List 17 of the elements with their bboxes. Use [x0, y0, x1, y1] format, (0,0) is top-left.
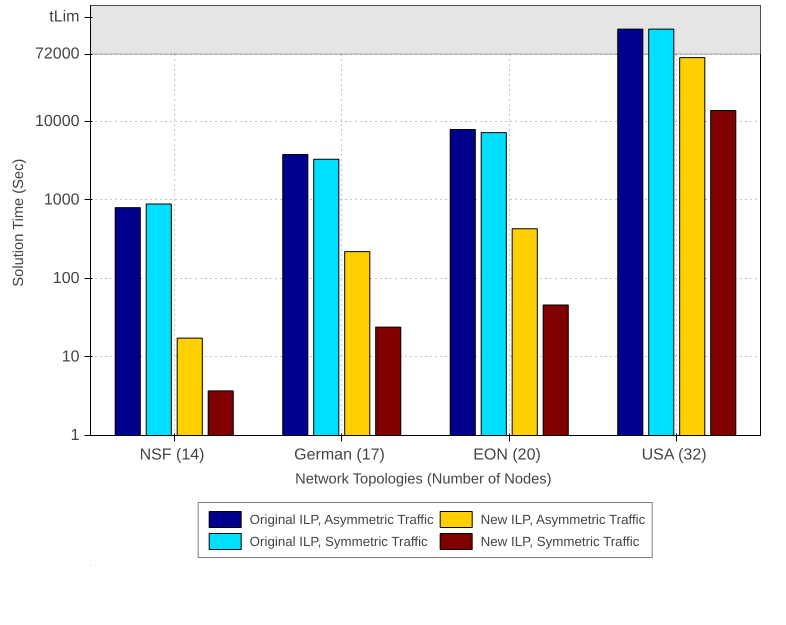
legend-label: Original ILP, Asymmetric Traffic: [250, 512, 434, 526]
y-tick-label: 10000: [35, 112, 80, 130]
legend-label: Original ILP, Symmetric Traffic: [250, 534, 428, 548]
y-tick-label: 100: [52, 270, 80, 287]
legend-label: New ILP, Asymmetric Traffic: [480, 512, 646, 526]
x-tick-label: EON (20): [473, 446, 541, 464]
x-tick-label: USA (32): [642, 446, 707, 464]
y-axis-title: Solution Time (Sec): [11, 158, 28, 287]
legend-label: New ILP, Symmetric Traffic: [480, 534, 640, 548]
x-tick-label: German (17): [294, 446, 385, 464]
x-axis-title: Network Topologies (Number of Nodes): [295, 472, 552, 488]
y-tick-label: 1: [70, 427, 80, 444]
y-tick-label: tLim: [49, 8, 80, 26]
x-tick-label: NSF (14): [140, 446, 204, 464]
y-tick-label: 72000: [35, 46, 80, 63]
y-tick-label: 10: [62, 348, 80, 366]
y-tick-label: 1000: [44, 191, 80, 208]
